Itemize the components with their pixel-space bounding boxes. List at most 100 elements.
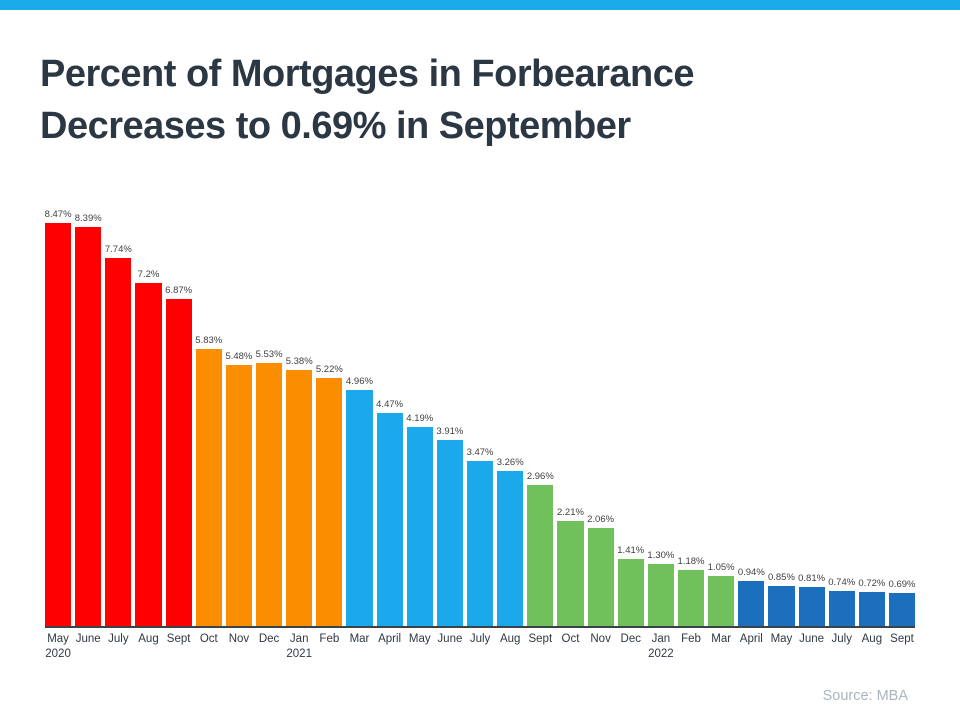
x-axis-month: Nov (228, 633, 250, 645)
x-axis-month: Oct (199, 633, 218, 645)
x-axis-month: June (799, 633, 825, 645)
x-axis-label: Feb (316, 632, 342, 662)
x-axis-month: May (408, 633, 431, 645)
bar-value-label: 5.53% (255, 348, 283, 360)
bar-value-label: 1.05% (707, 562, 735, 574)
bar-value-label: 7.2% (137, 269, 160, 281)
x-axis-label: Feb (678, 632, 704, 662)
bar: 0.94% (737, 223, 765, 626)
bar: 1.41% (617, 223, 645, 626)
x-axis-label: July (829, 632, 855, 662)
x-axis-label: Jan 2021 (286, 632, 312, 662)
bar: 2.06% (587, 223, 615, 626)
x-axis-labels: May 2020 June July Aug Sept Oct Nov Dec Jan 2021 Fe… (45, 632, 915, 662)
x-axis-month: Sept (528, 633, 553, 645)
x-axis-month: Feb (319, 633, 340, 645)
bar: 1.05% (707, 223, 735, 626)
x-axis-month: July (108, 633, 129, 645)
page-title-line2: Decreases to 0.69% in September (40, 105, 631, 147)
bar-value-label: 0.72% (858, 577, 886, 589)
bar: 0.69% (889, 223, 915, 626)
x-axis-label: Sept (889, 632, 915, 662)
bar: 1.30% (647, 223, 674, 626)
bar-value-label: 4.47% (376, 399, 404, 411)
x-axis-label: Dec (618, 632, 644, 662)
bar-value-label: 5.48% (225, 351, 253, 363)
x-axis-label: Nov (588, 632, 614, 662)
bar-value-label: 4.19% (406, 412, 434, 424)
bar: 5.48% (225, 223, 253, 626)
bar: 4.96% (346, 223, 373, 626)
x-axis-month: April (739, 633, 763, 645)
x-axis-month: July (469, 633, 491, 645)
x-axis-month: May (770, 633, 793, 645)
bar-value-label: 0.94% (737, 567, 765, 579)
bar: 7.74% (104, 223, 132, 626)
x-axis-label: Sept (166, 632, 192, 662)
x-axis-label: Dec (256, 632, 282, 662)
top-accent-bar (0, 0, 960, 10)
x-axis-year: 2020 (45, 648, 71, 660)
x-axis-label: June (799, 632, 825, 662)
x-axis-label: May 2020 (45, 632, 71, 662)
bar-value-label: 1.18% (677, 555, 705, 567)
x-axis-month: Jan (289, 633, 309, 645)
bar-value-label: 0.85% (767, 571, 795, 583)
bar-value-label: 5.38% (285, 356, 313, 368)
bar-value-label: 3.26% (496, 456, 524, 468)
bar: 0.81% (798, 223, 825, 626)
x-axis-month: Jan (651, 633, 671, 645)
page-title: Percent of Mortgages in Forbearance Decr… (40, 48, 920, 152)
x-axis-month: Dec (258, 633, 280, 645)
bar-value-label: 4.96% (346, 376, 373, 388)
bar: 8.39% (75, 213, 102, 626)
x-axis-month: Sept (890, 633, 914, 645)
bars: 8.47% 8.39% 7.74% 7.2% 6.87% 5.83% 5.48% 5.53% 5… (45, 209, 915, 628)
x-axis-label: Aug (135, 632, 161, 662)
x-axis-year: 2021 (286, 648, 312, 660)
x-axis-month: June (437, 633, 463, 645)
bar: 4.19% (406, 223, 434, 626)
x-axis-month: July (831, 633, 852, 645)
x-axis-label: Sept (527, 632, 553, 662)
x-axis-month: Aug (861, 633, 883, 645)
bar-value-label: 2.06% (587, 514, 615, 525)
x-axis-month: Aug (499, 633, 521, 645)
x-axis-label: June (75, 632, 101, 662)
bar: 3.26% (496, 223, 524, 626)
bar: 1.18% (678, 223, 704, 626)
x-axis-month: Mar (711, 633, 732, 645)
bar-value-label: 7.74% (104, 243, 132, 255)
x-axis-label: Oct (557, 632, 583, 662)
x-axis-month: Aug (138, 633, 159, 645)
bar: 2.96% (527, 223, 554, 626)
bar-value-label: 1.41% (617, 544, 645, 556)
source-attribution: Source: MBA (822, 688, 908, 704)
x-axis-label: July (105, 632, 131, 662)
bar: 0.74% (828, 223, 855, 626)
x-axis-label: Mar (708, 632, 734, 662)
x-axis-month: Nov (590, 633, 611, 645)
x-axis-label: Jan 2022 (648, 632, 674, 662)
x-axis-label: May (407, 632, 433, 662)
x-axis-label: April (738, 632, 764, 662)
x-axis-label: May (768, 632, 794, 662)
bar-value-label: 0.69% (888, 579, 916, 591)
x-axis-label: Aug (859, 632, 885, 662)
bar: 0.72% (858, 223, 886, 626)
bar: 8.47% (45, 209, 72, 626)
bar: 3.47% (467, 223, 494, 626)
x-axis-month: Feb (681, 633, 701, 645)
bar: 4.47% (376, 223, 404, 626)
bar: 5.22% (315, 223, 343, 626)
bar-value-label: 3.91% (436, 425, 464, 437)
x-axis-month: Oct (561, 633, 580, 645)
x-axis-month: Sept (166, 633, 191, 645)
bar-value-label: 8.47% (44, 209, 72, 220)
x-axis-label: Aug (497, 632, 523, 662)
bar-value-label: 5.83% (195, 334, 223, 346)
bar: 7.2% (135, 223, 162, 626)
bar-value-label: 5.22% (315, 363, 343, 375)
x-axis-label: July (467, 632, 493, 662)
bar: 5.38% (285, 223, 313, 626)
